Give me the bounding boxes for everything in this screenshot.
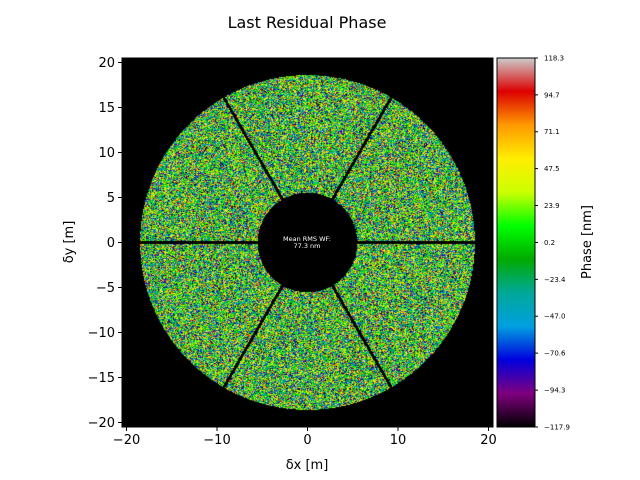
colorbar-tick-label: −23.4 — [544, 276, 566, 284]
y-axis-label: δy [m] — [62, 221, 77, 264]
chart-title: Last Residual Phase — [228, 13, 387, 32]
y-tick-label: −10 — [88, 326, 115, 341]
colorbar-tick-label: −94.3 — [544, 387, 565, 395]
colorbar-tick-label: 71.1 — [544, 128, 560, 136]
x-tick-label: −10 — [203, 433, 230, 448]
y-tick-label: 15 — [98, 101, 115, 116]
annotation-line1: Mean RMS WF: — [283, 235, 331, 243]
colorbar-tick-label: −47.0 — [544, 313, 565, 321]
y-tick-label: −15 — [88, 371, 115, 386]
colorbar-tick-label: 94.7 — [544, 91, 560, 99]
y-tick-label: 5 — [107, 191, 115, 206]
x-axis-label: δx [m] — [286, 458, 329, 473]
y-tick-label: 10 — [98, 146, 115, 161]
colorbar-tick-label: 23.9 — [544, 202, 560, 210]
colorbar-tick-label: −70.6 — [544, 350, 566, 358]
colorbar-tick-label: 47.5 — [544, 165, 560, 173]
x-tick-label: 0 — [303, 433, 311, 448]
x-tick-label: 10 — [390, 433, 407, 448]
colorbar-tick-label: 118.3 — [544, 55, 564, 63]
x-tick-label: −20 — [113, 433, 140, 448]
y-tick-label: −5 — [96, 281, 115, 296]
x-tick-label: 20 — [480, 433, 497, 448]
y-axis-ticks: −20 −15 −10 −5 0 5 10 15 20 — [88, 56, 122, 431]
y-tick-label: 0 — [107, 236, 115, 251]
phase-map — [122, 58, 493, 427]
colorbar-tick-label: −117.9 — [544, 424, 570, 432]
y-tick-label: 20 — [98, 56, 115, 71]
phase-map-image — [122, 58, 493, 427]
colorbar-ticks: 118.3 94.7 71.1 47.5 23.9 0.2 −23.4 −47.0 −70.6 −… — [535, 55, 570, 432]
x-axis-ticks: −20 −10 0 10 20 — [113, 427, 497, 448]
colorbar-tick-label: 0.2 — [544, 239, 555, 247]
y-tick-label: −20 — [88, 416, 115, 431]
colorbar-label: Phase [nm] — [580, 205, 595, 279]
colorbar — [496, 57, 536, 428]
annotation-line2: 77.3 nm — [294, 242, 321, 250]
